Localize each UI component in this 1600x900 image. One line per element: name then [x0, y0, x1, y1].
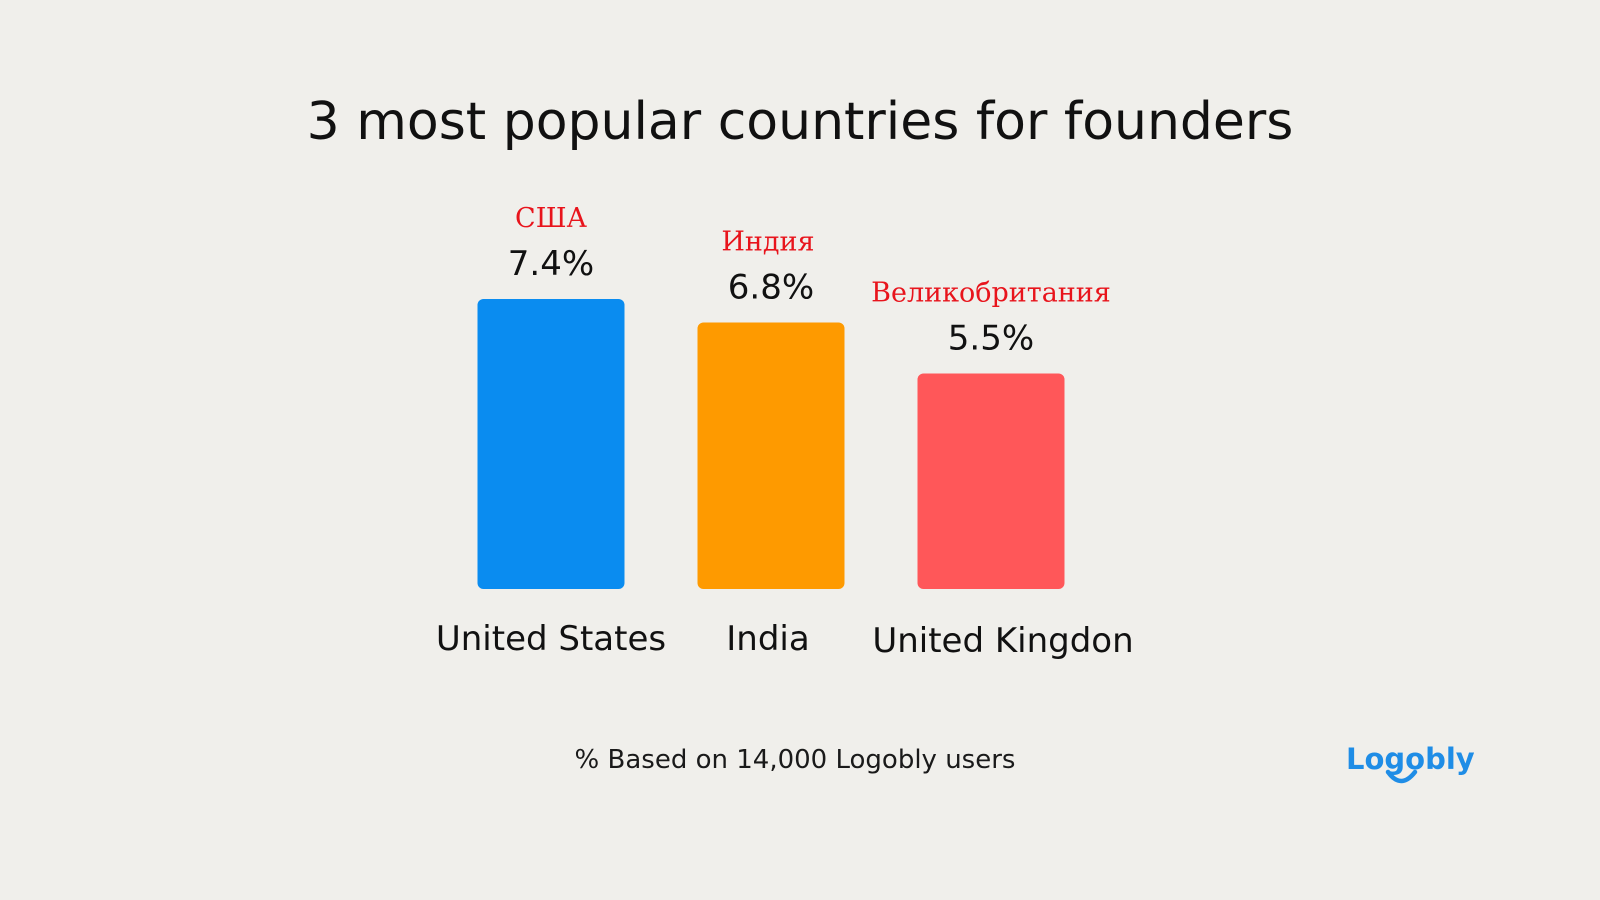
translation-label: Великобритания: [871, 277, 1111, 308]
logobly-logo: Logobly: [1346, 742, 1474, 784]
data-label: 7.4%: [508, 244, 594, 284]
data-label: 6.8%: [728, 268, 814, 308]
logo-wordmark: Logobly: [1346, 742, 1474, 776]
bar: [917, 373, 1065, 589]
logo-smile-icon: [1385, 769, 1418, 784]
x-tick-label: India: [726, 619, 809, 659]
bar: [477, 299, 625, 589]
translation-label: США: [515, 203, 587, 234]
bar: [697, 322, 845, 589]
footnote: % Based on 14,000 Logobly users: [574, 745, 1016, 775]
bar-chart: 7.4% США United States 6.8% Индия India 5.5% Ве…: [436, 203, 1134, 661]
data-label: 5.5%: [948, 318, 1034, 358]
x-tick-label: United Kingdon: [872, 621, 1133, 661]
chart-title: 3 most popular countries for founders: [306, 92, 1294, 152]
x-tick-label: United States: [436, 619, 666, 659]
translation-label: Индия: [721, 227, 814, 258]
